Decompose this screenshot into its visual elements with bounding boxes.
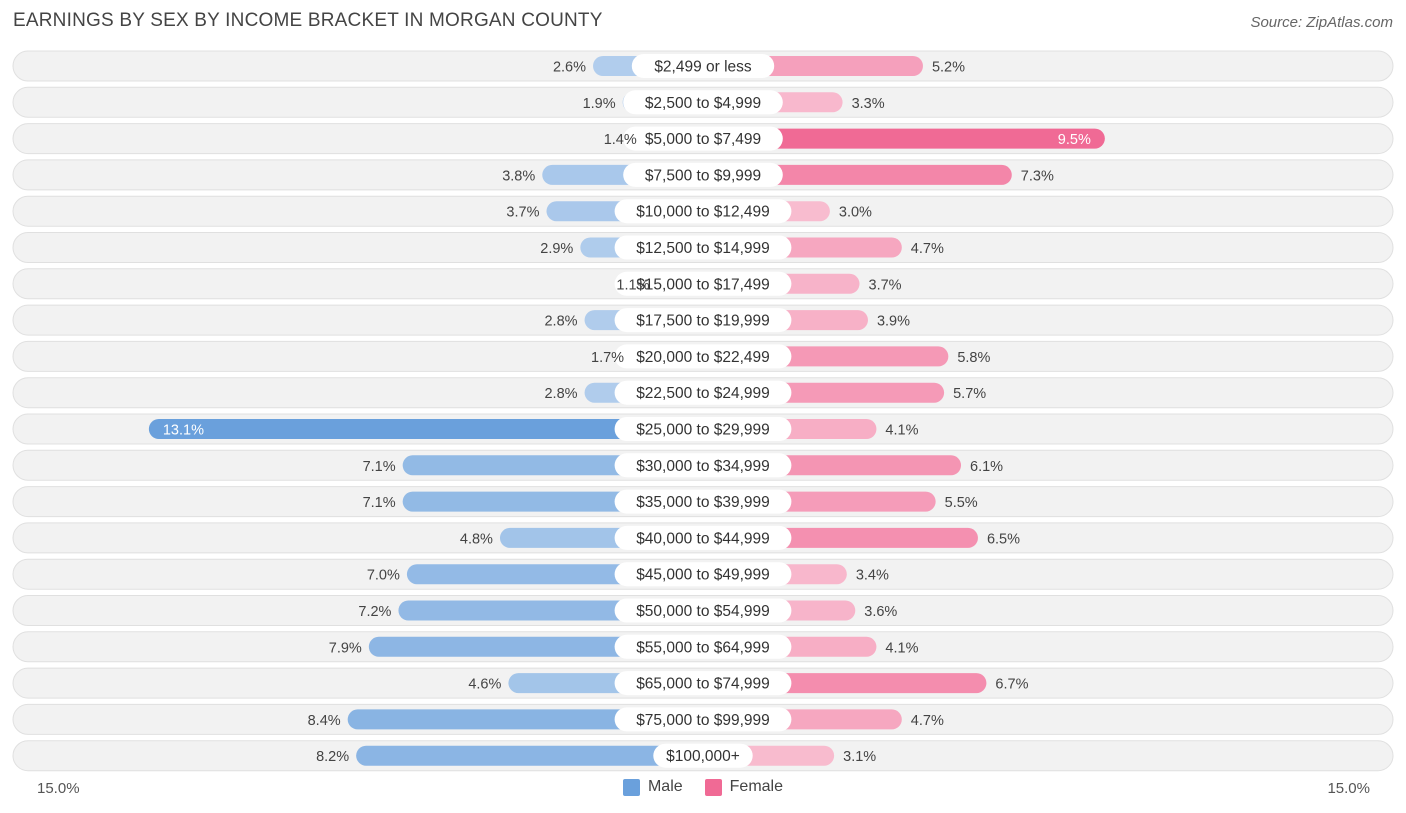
bar-female	[703, 128, 1105, 149]
value-label-male: 2.6%	[553, 60, 586, 76]
category-label: $20,000 to $22,499	[636, 349, 770, 366]
value-label-male: 3.7%	[506, 205, 539, 221]
category-label-bg	[623, 162, 783, 187]
value-label-male: 8.2%	[316, 749, 349, 765]
value-label-female: 3.3%	[852, 96, 885, 112]
chart-source: Source: ZipAtlas.com	[1250, 14, 1393, 31]
category-label: $2,499 or less	[654, 59, 752, 76]
category-label: $5,000 to $7,499	[645, 131, 761, 148]
value-label-male: 3.8%	[502, 168, 535, 184]
category-label-bg	[614, 671, 792, 696]
value-label-female: 4.7%	[911, 241, 944, 257]
category-label-bg	[614, 417, 792, 441]
category-label: $35,000 to $39,999	[636, 494, 770, 511]
category-label-bg	[623, 90, 783, 115]
bar-male	[356, 745, 703, 766]
category-label: $25,000 to $29,999	[636, 422, 770, 439]
value-label-male: 8.4%	[308, 713, 341, 729]
value-label-female: 6.5%	[987, 531, 1020, 547]
value-label-female: 3.1%	[843, 749, 876, 765]
value-label-male: 7.9%	[329, 640, 362, 656]
category-label-bg	[614, 634, 792, 659]
value-label-male: 1.1%	[616, 277, 649, 293]
chart-title: EARNINGS BY SEX BY INCOME BRACKET IN MOR…	[13, 10, 603, 31]
category-label-bg	[614, 199, 792, 224]
category-label: $2,500 to $4,999	[645, 95, 761, 112]
value-label-male: 1.9%	[583, 96, 616, 112]
legend-swatch-male	[622, 778, 640, 796]
value-label-female: 3.7%	[869, 277, 902, 293]
legend-label-female: Female	[729, 778, 784, 795]
category-label: $50,000 to $54,999	[636, 603, 770, 620]
value-label-female: 6.1%	[970, 459, 1003, 475]
category-label: $10,000 to $12,499	[636, 204, 770, 221]
category-label-bg	[614, 707, 792, 732]
category-label-bg	[614, 271, 792, 296]
value-label-male: 7.2%	[358, 604, 391, 620]
category-label: $75,000 to $99,999	[636, 712, 770, 729]
value-label-female: 6.7%	[995, 677, 1028, 693]
legend-label-male: Male	[647, 778, 683, 795]
value-label-male: 2.8%	[544, 314, 577, 330]
category-label: $40,000 to $44,999	[636, 530, 770, 547]
value-label-male: 1.7%	[591, 350, 624, 366]
legend-swatch-female	[704, 778, 722, 796]
legend: Male Female	[0, 778, 1406, 796]
category-label: $15,000 to $17,499	[636, 276, 770, 293]
category-label-bg	[614, 380, 792, 405]
category-label-bg	[614, 598, 792, 623]
value-label-male: 13.1%	[163, 423, 204, 439]
value-label-female: 4.7%	[911, 713, 944, 729]
value-label-female: 4.1%	[885, 423, 918, 439]
legend-item-female[interactable]: Female	[704, 778, 784, 796]
value-label-male: 2.8%	[544, 386, 577, 402]
category-label: $7,500 to $9,999	[645, 167, 761, 184]
value-label-female: 5.2%	[932, 60, 965, 76]
category-label-bg	[653, 743, 753, 768]
axis-right-max-label: 15.0%	[1327, 780, 1370, 797]
category-label: $17,500 to $19,999	[636, 313, 770, 330]
value-label-female: 5.5%	[945, 495, 978, 511]
value-label-male: 2.9%	[540, 241, 573, 257]
value-label-male: 7.1%	[363, 459, 396, 475]
category-label-bg	[614, 489, 792, 514]
category-label: $30,000 to $34,999	[636, 458, 770, 475]
value-label-male: 4.6%	[468, 677, 501, 693]
value-label-female: 3.4%	[856, 568, 889, 584]
category-label-bg	[614, 235, 792, 260]
category-label: $12,500 to $14,999	[636, 240, 770, 257]
category-label-bg	[614, 344, 792, 369]
category-label: $100,000+	[666, 748, 740, 765]
bar-male	[347, 709, 703, 730]
category-label-bg	[614, 453, 792, 478]
value-label-female: 5.7%	[953, 386, 986, 402]
value-label-female: 3.6%	[864, 604, 897, 620]
category-label-bg	[623, 126, 783, 151]
value-label-male: 4.8%	[460, 531, 493, 547]
category-label: $55,000 to $64,999	[636, 639, 770, 656]
category-label-bg	[614, 308, 792, 333]
legend-item-male[interactable]: Male	[622, 778, 683, 796]
category-label: $65,000 to $74,999	[636, 676, 770, 693]
value-label-male: 7.1%	[363, 495, 396, 511]
value-label-female: 4.1%	[885, 640, 918, 656]
category-label: $22,500 to $24,999	[636, 385, 770, 402]
category-label-bg	[631, 54, 775, 78]
category-label-bg	[614, 562, 792, 587]
value-label-female: 5.8%	[957, 350, 990, 366]
bar-male	[148, 419, 703, 439]
value-label-male: 1.4%	[604, 132, 637, 148]
value-label-female: 3.0%	[839, 205, 872, 221]
value-label-female: 3.9%	[877, 314, 910, 330]
category-label: $45,000 to $49,999	[636, 567, 770, 584]
value-label-female: 7.3%	[1021, 168, 1054, 184]
axis-left-max-label: 15.0%	[37, 780, 80, 797]
value-label-male: 7.0%	[367, 568, 400, 584]
value-label-female: 9.5%	[1058, 132, 1091, 148]
category-label-bg	[614, 525, 792, 550]
